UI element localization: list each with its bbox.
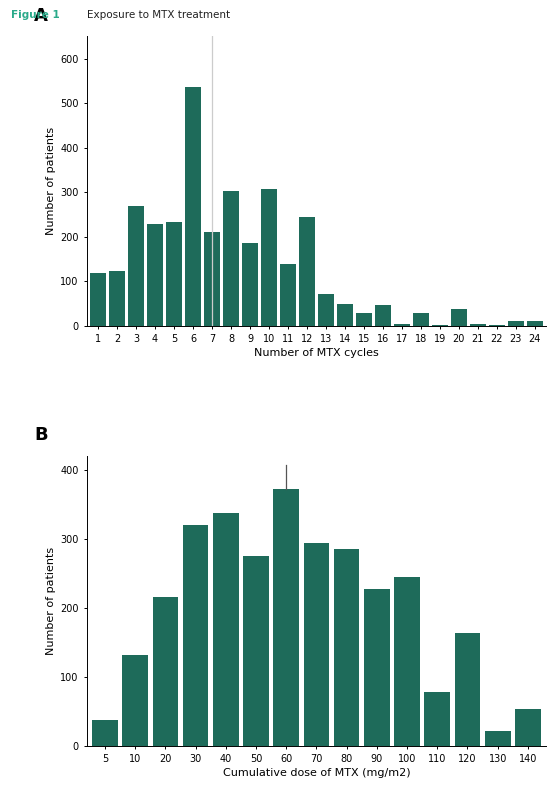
Text: B: B [34, 426, 48, 444]
Bar [455, 634, 480, 746]
Bar [280, 264, 296, 326]
Bar [356, 314, 372, 326]
Bar [261, 189, 277, 326]
Text: Figure 1: Figure 1 [11, 10, 60, 19]
Bar [122, 654, 148, 746]
Bar [152, 597, 178, 746]
Bar [375, 305, 391, 326]
Bar [394, 325, 410, 326]
Bar [109, 272, 125, 326]
Bar [304, 543, 329, 746]
Bar [299, 217, 315, 326]
Bar [204, 232, 220, 326]
Bar [451, 309, 467, 326]
Bar [432, 325, 448, 326]
Bar [485, 731, 511, 746]
Bar [507, 322, 524, 326]
Bar [223, 191, 239, 326]
X-axis label: Number of MTX cycles: Number of MTX cycles [254, 348, 379, 359]
Bar [243, 556, 269, 746]
Bar [273, 489, 299, 746]
Y-axis label: Number of patients: Number of patients [46, 546, 56, 654]
Bar [318, 293, 334, 326]
Text: Exposure to MTX treatment: Exposure to MTX treatment [87, 10, 230, 19]
Bar [394, 576, 420, 746]
Bar [90, 273, 106, 326]
Bar [183, 525, 208, 746]
Bar [92, 720, 118, 746]
X-axis label: Cumulative dose of MTX (mg/m2): Cumulative dose of MTX (mg/m2) [222, 768, 410, 778]
Bar [526, 322, 543, 326]
Bar [413, 313, 429, 326]
Bar [128, 206, 144, 326]
Bar [242, 243, 258, 326]
Bar [213, 513, 239, 746]
Bar [515, 709, 541, 746]
Bar [147, 224, 163, 326]
Bar [488, 325, 505, 326]
Bar [424, 692, 450, 746]
Bar [185, 88, 201, 326]
Y-axis label: Number of patients: Number of patients [46, 127, 56, 235]
Text: A: A [34, 6, 48, 25]
Bar [166, 222, 182, 326]
Bar [337, 304, 353, 326]
Bar [364, 589, 390, 746]
Bar [470, 325, 486, 326]
Bar [334, 549, 360, 746]
